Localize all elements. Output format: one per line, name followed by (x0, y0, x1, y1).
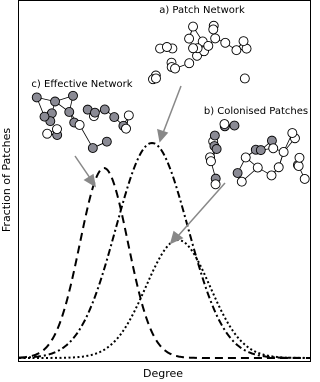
node (287, 128, 298, 138)
arrows (74, 85, 226, 245)
node (188, 43, 199, 54)
node (31, 92, 42, 103)
node (229, 120, 240, 131)
node (255, 145, 266, 156)
node (151, 73, 161, 84)
node (239, 73, 250, 84)
node (64, 107, 75, 117)
node (184, 33, 195, 44)
node (231, 45, 242, 56)
x-axis-label: Degree (143, 367, 183, 380)
node (278, 147, 289, 157)
node (240, 152, 251, 163)
node (219, 119, 230, 130)
node (211, 144, 222, 154)
node (52, 124, 62, 135)
node (238, 36, 249, 47)
node (89, 107, 100, 118)
arrow (162, 85, 182, 134)
node (101, 136, 112, 147)
y-axis-label: Fraction of Patches (0, 128, 13, 232)
node (210, 33, 221, 44)
node (210, 179, 221, 190)
curve (19, 166, 310, 359)
node (268, 143, 279, 154)
arrow (74, 155, 91, 179)
node (74, 120, 85, 130)
node (39, 111, 50, 122)
node (220, 37, 231, 48)
arrowhead (83, 173, 97, 188)
arrow (177, 182, 226, 237)
label: c) Effective Network (31, 79, 132, 90)
node (170, 63, 180, 74)
node (206, 156, 216, 167)
arrowhead (157, 128, 169, 143)
label: a) Patch Network (159, 5, 245, 16)
node (208, 24, 219, 35)
node (99, 104, 110, 115)
network (31, 90, 134, 153)
plot-frame (18, 0, 311, 362)
node (203, 40, 214, 51)
node (232, 168, 243, 178)
networks (31, 20, 310, 190)
node (42, 128, 53, 139)
node (294, 152, 305, 163)
node (121, 123, 131, 134)
node (188, 21, 198, 32)
node (273, 162, 284, 173)
node (161, 42, 172, 52)
curve (19, 238, 310, 359)
node (68, 90, 78, 101)
figure: a) Patch Network b) Colonised Patches c)… (0, 0, 311, 380)
node (87, 143, 98, 153)
node (293, 161, 304, 171)
curve (18, 141, 310, 359)
arrowhead (169, 230, 184, 245)
network (148, 20, 252, 85)
node (50, 96, 61, 107)
node (184, 58, 195, 69)
node (109, 112, 120, 123)
curves (18, 141, 310, 359)
node (209, 130, 220, 141)
node (236, 176, 247, 187)
node (299, 173, 310, 184)
node (252, 162, 263, 173)
node (123, 110, 134, 121)
network (205, 119, 310, 190)
label: b) Colonised Patches (204, 106, 308, 117)
node (266, 170, 277, 181)
